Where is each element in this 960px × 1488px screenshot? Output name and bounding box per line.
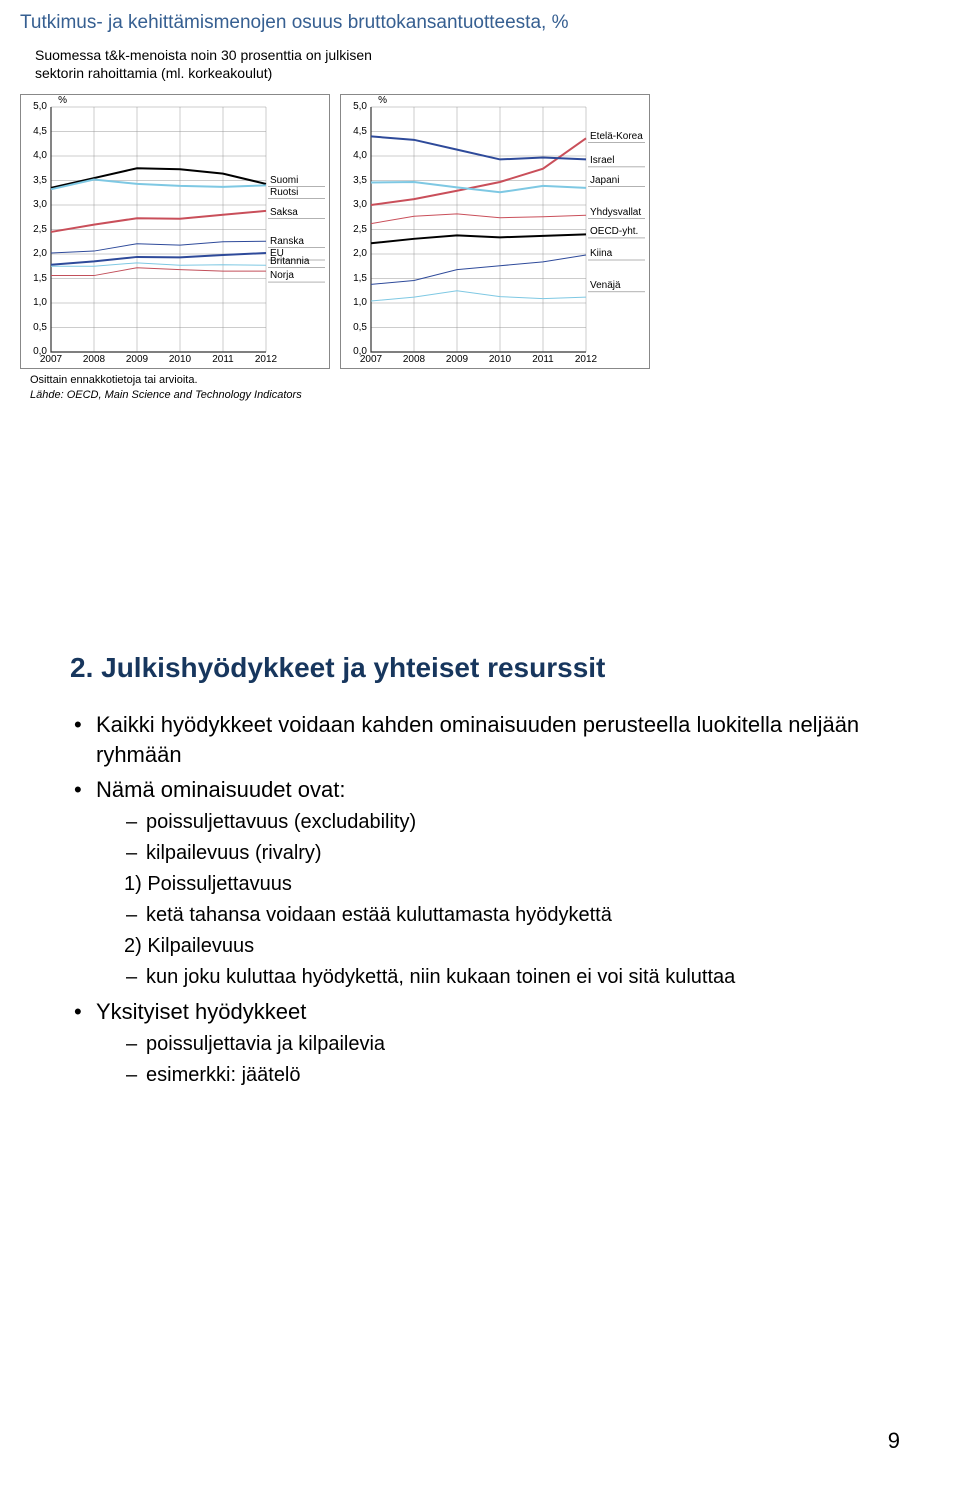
ytick-label: 2,0 [23, 248, 47, 259]
num-rivalry-desc: kun joku kuluttaa hyödykettä, niin kukaa… [124, 964, 900, 991]
series-label: Israel [590, 155, 614, 166]
chart-footnote: Osittain ennakkotietoja tai arvioita. Lä… [30, 373, 960, 402]
ytick-label: 1,0 [343, 297, 367, 308]
series-label: Etelä-Korea [590, 131, 643, 142]
xtick-label: 2007 [33, 354, 69, 365]
private-goods-example: esimerkki: jäätelö [124, 1062, 900, 1089]
ytick-label: 5,0 [343, 101, 367, 112]
ytick-label: 3,0 [23, 199, 47, 210]
ytick-label: 1,5 [343, 273, 367, 284]
xtick-label: 2008 [396, 354, 432, 365]
xtick-label: 2011 [205, 354, 241, 365]
ytick-label: 1,5 [23, 273, 47, 284]
bullet-overview: Kaikki hyödykkeet voidaan kahden ominais… [70, 710, 900, 769]
series-label: Suomi [270, 175, 298, 186]
prop-excludability: poissuljettavuus (excludability) [124, 809, 900, 836]
ytick-label: 0,5 [343, 322, 367, 333]
chart-subtitle: Suomessa t&k-menoista noin 30 prosenttia… [35, 46, 960, 82]
content-section: 2. Julkishyödykkeet ja yhteiset resurssi… [70, 652, 900, 1089]
y-unit-label: % [53, 95, 67, 106]
bullet-properties: Nämä ominaisuudet ovat: poissuljettavuus… [70, 775, 900, 991]
series-label: Ruotsi [270, 187, 298, 198]
prop-rivalry: kilpailevuus (rivalry) [124, 840, 900, 867]
series-label: Saksa [270, 207, 298, 218]
ytick-label: 1,0 [23, 297, 47, 308]
series-label: Venäjä [590, 280, 621, 291]
xtick-label: 2011 [525, 354, 561, 365]
ytick-label: 5,0 [23, 101, 47, 112]
xtick-label: 2012 [248, 354, 284, 365]
ytick-label: 0,5 [23, 322, 47, 333]
num-excludability-desc: ketä tahansa voidaan estää kuluttamasta … [124, 902, 900, 929]
series-label: Britannia [270, 256, 309, 267]
ytick-label: 4,5 [23, 126, 47, 137]
num-excludability: 1) Poissuljettavuus [96, 871, 900, 898]
ytick-label: 3,5 [23, 175, 47, 186]
ytick-label: 4,0 [23, 150, 47, 161]
xtick-label: 2010 [162, 354, 198, 365]
xtick-label: 2007 [353, 354, 389, 365]
private-goods-desc: poissuljettavia ja kilpailevia [124, 1031, 900, 1058]
ytick-label: 3,5 [343, 175, 367, 186]
series-label: Yhdysvallat [590, 207, 641, 218]
ytick-label: 3,0 [343, 199, 367, 210]
xtick-label: 2009 [119, 354, 155, 365]
series-label: Kiina [590, 248, 612, 259]
chart-right: 0,00,51,01,52,02,53,03,54,04,55,0%200720… [340, 94, 650, 369]
chart-left: 0,00,51,01,52,02,53,03,54,04,55,0%200720… [20, 94, 330, 369]
section-heading: 2. Julkishyödykkeet ja yhteiset resurssi… [70, 652, 900, 684]
ytick-label: 4,5 [343, 126, 367, 137]
ytick-label: 2,0 [343, 248, 367, 259]
ytick-label: 2,5 [343, 224, 367, 235]
y-unit-label: % [373, 95, 387, 106]
series-label: Norja [270, 270, 294, 281]
xtick-label: 2012 [568, 354, 604, 365]
series-label: Japani [590, 175, 619, 186]
series-label: Ranska [270, 236, 304, 247]
bullet-private-goods: Yksityiset hyödykkeet poissuljettavia ja… [70, 997, 900, 1089]
num-rivalry: 2) Kilpailevuus [96, 933, 900, 960]
charts-row: 0,00,51,01,52,02,53,03,54,04,55,0%200720… [20, 94, 960, 369]
xtick-label: 2010 [482, 354, 518, 365]
ytick-label: 4,0 [343, 150, 367, 161]
chart-title: Tutkimus- ja kehittämismenojen osuus bru… [20, 12, 960, 34]
xtick-label: 2008 [76, 354, 112, 365]
xtick-label: 2009 [439, 354, 475, 365]
ytick-label: 2,5 [23, 224, 47, 235]
series-label: OECD-yht. [590, 226, 638, 237]
page-number: 9 [888, 1428, 900, 1454]
